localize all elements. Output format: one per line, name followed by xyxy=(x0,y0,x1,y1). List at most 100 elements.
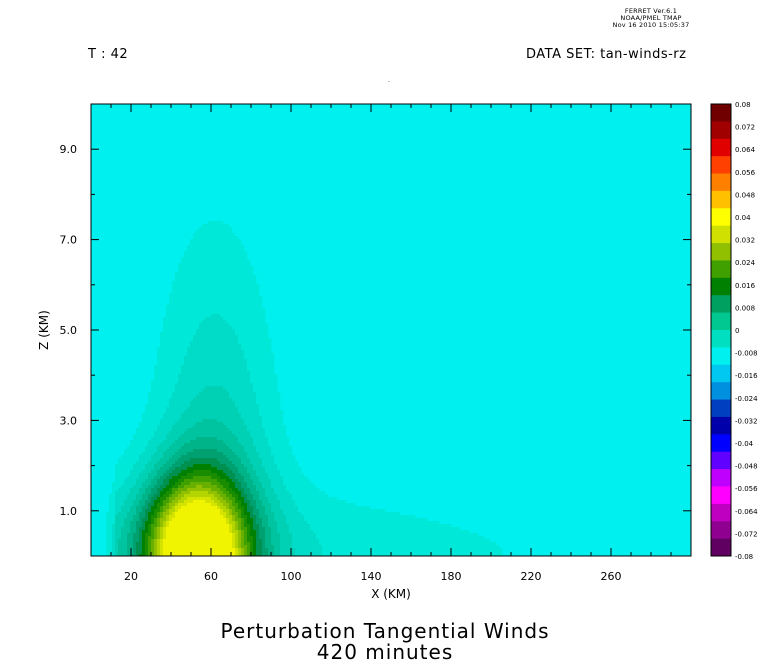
field-cell xyxy=(271,518,275,522)
field-cell xyxy=(391,530,395,534)
field-cell xyxy=(127,527,131,531)
field-cell xyxy=(307,488,311,492)
field-cell xyxy=(241,509,245,513)
field-cell xyxy=(160,413,164,417)
field-cell xyxy=(208,494,212,498)
field-cell xyxy=(124,455,128,459)
field-cell xyxy=(238,314,242,318)
field-cell xyxy=(268,428,272,432)
field-cell xyxy=(187,299,191,303)
field-cell xyxy=(256,425,260,429)
field-cell xyxy=(298,521,302,525)
field-cell xyxy=(208,458,212,462)
field-cell xyxy=(160,404,164,408)
field-cell xyxy=(289,467,293,471)
field-cell xyxy=(202,251,206,255)
field-cell xyxy=(247,422,251,426)
field-cell xyxy=(244,272,248,276)
field-cell xyxy=(268,347,272,351)
field-cell xyxy=(229,356,233,360)
field-cell xyxy=(148,422,152,426)
field-cell xyxy=(226,233,230,237)
field-cell xyxy=(145,464,149,468)
field-cell xyxy=(280,518,284,522)
field-cell xyxy=(292,521,296,525)
field-cell xyxy=(175,410,179,414)
field-cell xyxy=(280,497,284,501)
field-cell xyxy=(229,317,233,321)
field-cell xyxy=(271,377,275,381)
field-cell xyxy=(250,419,254,423)
field-cell xyxy=(202,407,206,411)
field-cell xyxy=(172,422,176,426)
field-cell xyxy=(214,269,218,273)
field-cell xyxy=(271,443,275,447)
field-cell xyxy=(160,389,164,393)
field-cell xyxy=(208,461,212,465)
field-cell xyxy=(202,230,206,234)
field-cell xyxy=(112,512,116,516)
field-cell xyxy=(199,335,203,339)
field-cell xyxy=(199,311,203,315)
field-cell xyxy=(190,482,194,486)
field-cell xyxy=(400,521,404,525)
field-cell xyxy=(244,251,248,255)
field-cell xyxy=(169,533,173,537)
field-cell xyxy=(157,509,161,513)
field-cell xyxy=(211,326,215,330)
field-cell xyxy=(244,305,248,309)
field-cell xyxy=(271,356,275,360)
field-cell xyxy=(289,446,293,450)
field-cell xyxy=(160,512,164,516)
field-cell xyxy=(193,443,197,447)
field-cell xyxy=(247,278,251,282)
field-cell xyxy=(145,485,149,489)
field-cell xyxy=(160,356,164,360)
field-cell xyxy=(391,533,395,537)
field-cell xyxy=(265,452,269,456)
field-cell xyxy=(229,524,233,528)
field-cell xyxy=(277,530,281,534)
field-cell xyxy=(193,464,197,468)
field-cell xyxy=(196,302,200,306)
field-cell xyxy=(163,419,167,423)
field-cell xyxy=(124,509,128,513)
field-cell xyxy=(175,485,179,489)
field-cell xyxy=(253,443,257,447)
field-cell xyxy=(157,398,161,402)
field-cell xyxy=(229,260,233,264)
field-cell xyxy=(166,323,170,327)
field-cell xyxy=(175,302,179,306)
field-cell xyxy=(205,398,209,402)
field-cell xyxy=(214,467,218,471)
field-cell xyxy=(205,227,209,231)
field-cell xyxy=(361,521,365,525)
field-cell xyxy=(187,500,191,504)
field-cell xyxy=(139,527,143,531)
field-cell xyxy=(193,425,197,429)
field-cell xyxy=(184,305,188,309)
field-cell xyxy=(241,290,245,294)
field-cell xyxy=(169,386,173,390)
field-cell xyxy=(427,524,431,528)
field-cell xyxy=(259,296,263,300)
field-cell xyxy=(130,497,134,501)
field-cell xyxy=(262,368,266,372)
field-cell xyxy=(178,374,182,378)
field-cell xyxy=(160,443,164,447)
field-cell xyxy=(211,377,215,381)
field-cell xyxy=(229,263,233,267)
field-cell xyxy=(274,425,278,429)
field-cell xyxy=(394,512,398,516)
ferret-date: Nov 16 2010 15:05:37 xyxy=(612,21,690,29)
field-cell xyxy=(184,467,188,471)
field-cell xyxy=(271,455,275,459)
field-cell xyxy=(244,494,248,498)
field-cell xyxy=(106,536,110,540)
field-cell xyxy=(163,497,167,501)
field-cell xyxy=(166,509,170,513)
field-cell xyxy=(208,263,212,267)
field-cell xyxy=(151,461,155,465)
field-cell xyxy=(220,389,224,393)
field-cell xyxy=(163,320,167,324)
